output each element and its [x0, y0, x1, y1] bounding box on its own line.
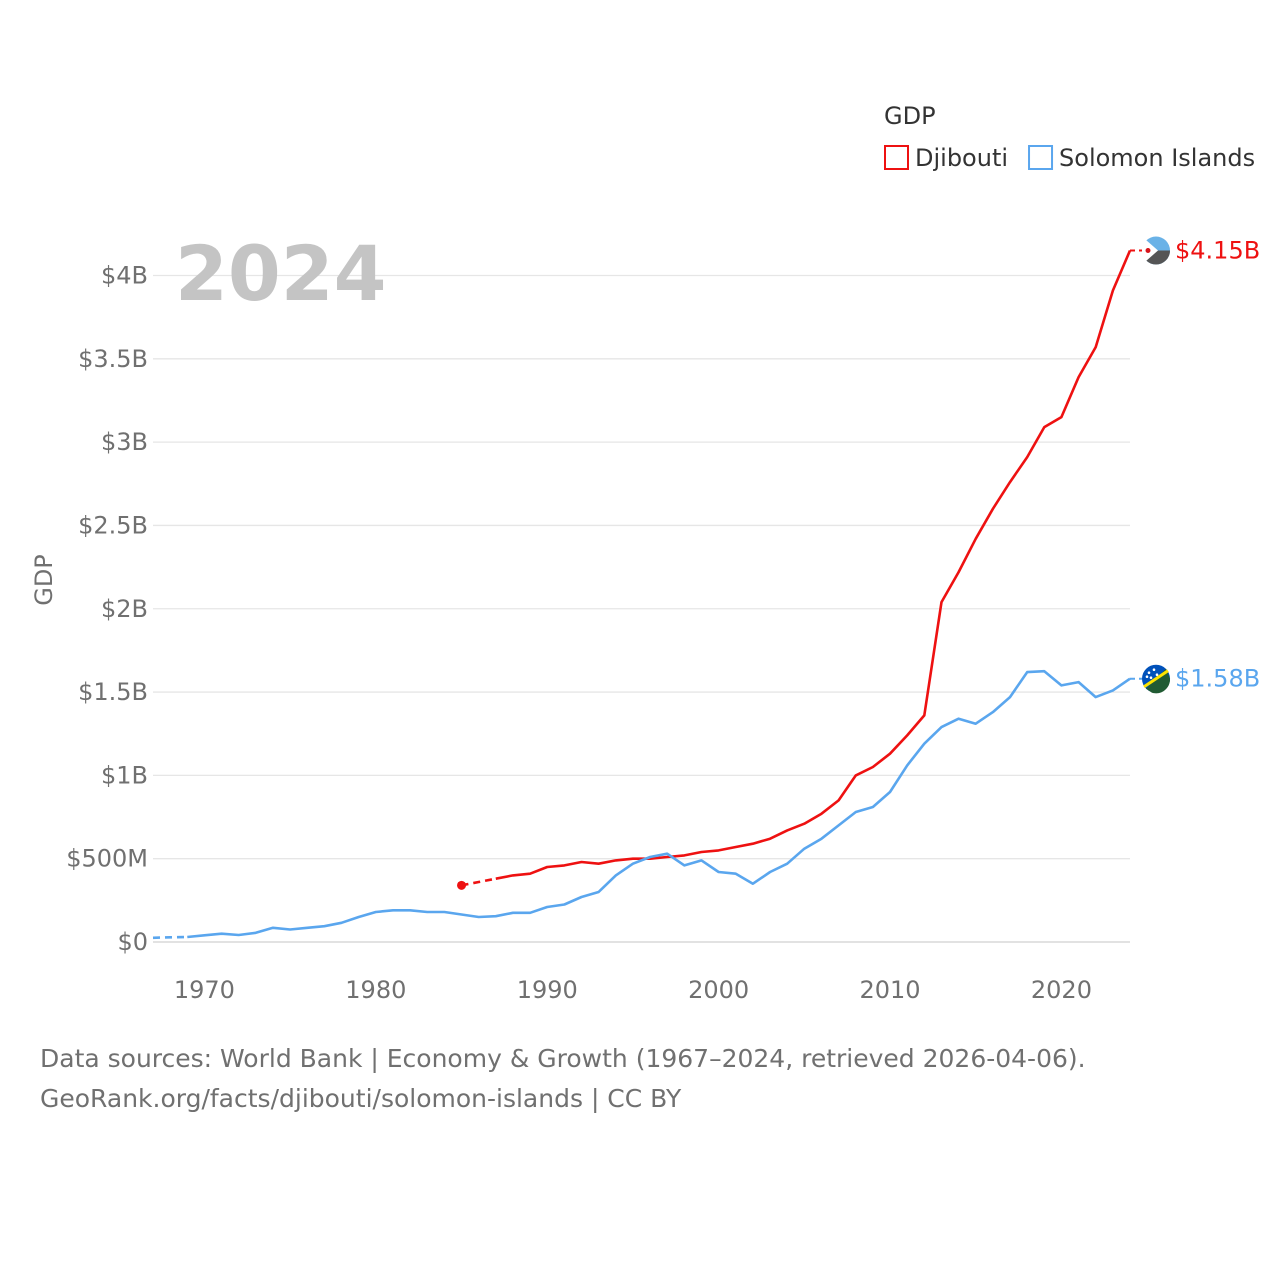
end-value-label: $1.58B — [1175, 665, 1260, 693]
y-axis-ticks: $0 $500M $1B $1.5B $2B $2.5B $3B $3.5B $4B — [66, 262, 148, 957]
legend-label: Solomon Islands — [1059, 144, 1255, 172]
x-tick-label: 2020 — [1031, 976, 1092, 1004]
end-markers: $4.15B $1.58B — [1130, 236, 1260, 694]
series-start-point — [457, 880, 467, 890]
legend-item[interactable]: Solomon Islands — [1028, 144, 1255, 172]
end-value-label: $4.15B — [1175, 237, 1260, 265]
series-line-start-0 — [461, 877, 497, 887]
legend-swatch — [884, 145, 909, 170]
x-tick-label: 1970 — [174, 976, 235, 1004]
solomon-islands-flag-icon — [1142, 664, 1171, 694]
legend-title: GDP — [884, 102, 936, 130]
data-source-note: Data sources: World Bank | Economy & Gro… — [40, 1044, 1086, 1073]
legend[interactable]: GDP Djibouti Solomon Islands — [884, 102, 1255, 172]
y-tick-label: $4B — [101, 262, 148, 290]
series-line-1 — [187, 669, 1131, 939]
credit-link[interactable]: GeoRank.org/facts/djibouti/solomon-islan… — [40, 1084, 682, 1113]
y-tick-label: $2.5B — [78, 511, 148, 539]
legend-item[interactable]: Djibouti — [884, 144, 1008, 172]
djibouti-flag-icon — [1142, 236, 1170, 265]
y-tick-label: $2B — [101, 595, 148, 623]
y-axis-label: GDP — [30, 554, 58, 606]
y-tick-label: $3.5B — [78, 345, 148, 373]
x-tick-label: 1980 — [345, 976, 406, 1004]
series-line-start-1 — [152, 935, 188, 940]
y-tick-label: $500M — [66, 845, 148, 873]
y-tick-label: $3B — [101, 428, 148, 456]
y-tick-label: $1.5B — [78, 678, 148, 706]
year-label: 2024 — [175, 229, 387, 318]
x-tick-label: 2010 — [859, 976, 920, 1004]
grid-lines — [153, 274, 1130, 943]
y-tick-label: $1B — [101, 761, 148, 789]
x-tick-label: 2000 — [688, 976, 749, 1004]
series-line-0 — [495, 249, 1132, 880]
y-tick-label: $0 — [117, 928, 148, 956]
x-tick-label: 1990 — [517, 976, 578, 1004]
legend-label: Djibouti — [915, 144, 1008, 172]
series-lines — [152, 249, 1132, 940]
x-axis-ticks: 1970 1980 1990 2000 2010 2020 — [174, 976, 1092, 1004]
legend-swatch — [1028, 145, 1054, 170]
